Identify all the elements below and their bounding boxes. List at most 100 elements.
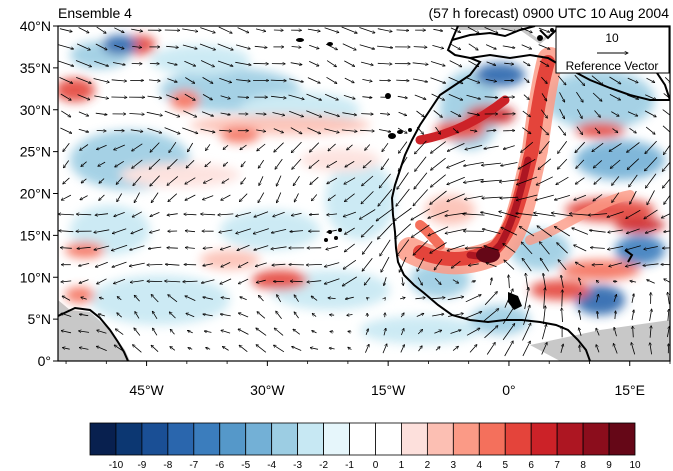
wind-vector xyxy=(62,296,71,301)
wind-vector xyxy=(522,258,532,272)
lat-tick-label: 20°N xyxy=(20,186,51,202)
wind-vector xyxy=(596,345,600,353)
wind-vector xyxy=(345,161,355,167)
wind-vector xyxy=(150,229,160,233)
wind-vector xyxy=(522,61,530,66)
wind-vector xyxy=(203,314,213,317)
wind-vector xyxy=(327,160,338,167)
wind-vector xyxy=(502,45,515,48)
wind-vector xyxy=(61,194,72,200)
wind-vector xyxy=(98,314,106,317)
wind-vector xyxy=(327,214,338,215)
wind-vector xyxy=(113,278,126,284)
wind-vector xyxy=(538,27,550,32)
wind-vector xyxy=(463,214,485,215)
wind-vector xyxy=(541,76,547,84)
wind-vector xyxy=(201,279,215,283)
wind-vector xyxy=(377,28,392,32)
wind-vector xyxy=(306,264,322,265)
wind-vector xyxy=(486,130,497,131)
wind-vector xyxy=(433,110,443,118)
wind-vector xyxy=(291,212,302,215)
wind-vector xyxy=(289,78,303,82)
wind-vector xyxy=(309,159,320,168)
wind-vector xyxy=(187,142,194,152)
wind-vector xyxy=(575,262,585,268)
wind-vector xyxy=(294,295,299,302)
wind-vector xyxy=(365,329,368,335)
wind-vector xyxy=(398,111,407,115)
wind-vector xyxy=(360,61,373,65)
wind-vector xyxy=(220,95,231,99)
wind-vector xyxy=(312,331,317,334)
wind-vector xyxy=(554,195,571,200)
wind-vector xyxy=(521,242,533,255)
wind-vector xyxy=(448,93,463,100)
wind-vector xyxy=(645,126,655,134)
wind-vector xyxy=(484,27,498,33)
wind-vector xyxy=(359,44,375,49)
wind-vector xyxy=(539,60,549,66)
wind-vector xyxy=(626,209,641,219)
ensemble-title: Ensemble 4 xyxy=(58,5,132,21)
wind-vector xyxy=(185,296,196,301)
map-panel xyxy=(58,26,670,361)
wind-vector xyxy=(184,93,196,100)
wind-vector xyxy=(344,227,355,234)
wind-vector xyxy=(75,60,92,67)
wind-vector xyxy=(448,313,463,317)
wind-vector xyxy=(483,309,499,322)
wind-vector xyxy=(324,262,340,267)
wind-vector xyxy=(399,298,405,299)
wind-vector xyxy=(271,95,286,98)
wind-vector xyxy=(131,28,142,31)
wind-vector xyxy=(609,143,622,151)
wind-vector xyxy=(359,209,376,220)
longitude-axis: 45°W 30°W 15°W 0° 15°E xyxy=(65,361,671,398)
wind-vector xyxy=(147,95,162,98)
wind-vector xyxy=(450,43,461,50)
wind-vector xyxy=(365,344,369,353)
wind-vector xyxy=(235,61,251,65)
wind-vector xyxy=(382,344,387,354)
wind-vector xyxy=(236,212,251,217)
wind-vector xyxy=(447,143,465,151)
wind-vector xyxy=(169,312,176,319)
wind-vector xyxy=(504,260,515,270)
wind-vector xyxy=(63,142,70,152)
wind-vector xyxy=(522,323,531,341)
wind-vector xyxy=(434,278,441,284)
wind-vector xyxy=(114,27,124,33)
wind-vector xyxy=(59,28,72,32)
wind-vector xyxy=(217,60,233,66)
wind-vector xyxy=(132,159,143,169)
wind-vector xyxy=(432,45,443,48)
wind-vector xyxy=(254,46,267,47)
wind-vector xyxy=(469,130,477,131)
wind-vector xyxy=(554,226,571,237)
wind-vector xyxy=(344,60,354,67)
reference-vector-caption: Reference Vector xyxy=(566,59,659,73)
wind-vector xyxy=(168,193,178,202)
wind-vector xyxy=(167,248,178,249)
wind-vector xyxy=(501,28,516,32)
wind-vector xyxy=(218,214,234,215)
wind-vector xyxy=(607,211,624,218)
wind-vector xyxy=(185,177,196,185)
wind-vector xyxy=(521,141,534,152)
wind-vector xyxy=(467,112,480,116)
wind-vector xyxy=(220,314,231,317)
colorbar-swatch xyxy=(478,422,506,456)
wind-vector xyxy=(116,177,123,184)
wind-vector xyxy=(613,294,617,303)
wind-vector xyxy=(592,92,602,101)
wind-vector xyxy=(644,110,656,117)
strong-anomaly-band xyxy=(397,47,635,275)
wind-vector xyxy=(579,278,582,286)
wind-vector xyxy=(276,175,282,187)
wind-vector xyxy=(633,326,634,338)
wind-vector xyxy=(661,213,670,218)
wind-vector xyxy=(147,264,163,265)
wind-vector xyxy=(130,129,143,132)
wind-vector xyxy=(254,245,269,251)
